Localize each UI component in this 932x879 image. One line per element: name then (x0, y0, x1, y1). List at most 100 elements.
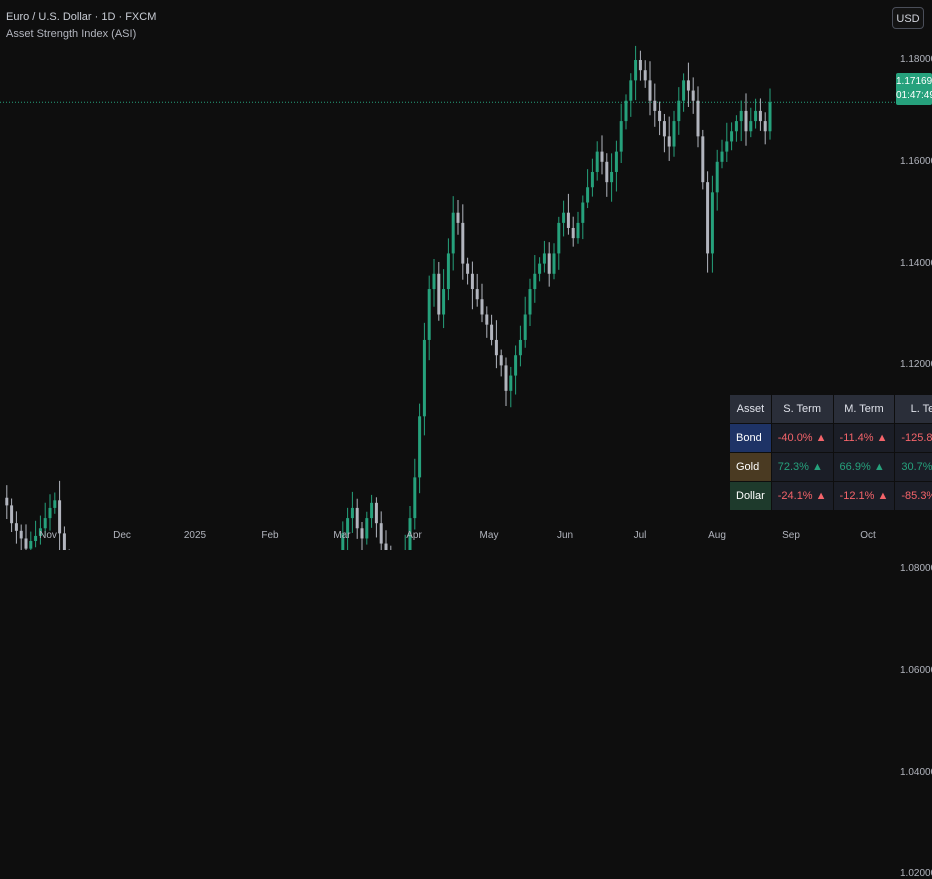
candle-body (494, 339, 498, 356)
candle-body (763, 121, 767, 132)
bond-long-term: -125.8% ▼ (895, 424, 932, 452)
candle-body (610, 171, 614, 183)
candle-body (413, 477, 417, 519)
time-tick: Nov (39, 530, 57, 541)
candle-body (523, 314, 527, 340)
candle-body (43, 518, 47, 529)
header-short-term: S. Term (771, 395, 833, 423)
price-tick: 1.18000 (900, 54, 932, 65)
indicator-title[interactable]: Asset Strength Index (ASI) (6, 28, 137, 40)
time-tick: Jul (633, 530, 647, 541)
asi-row-gold: Gold 72.3% ▲ 66.9% ▲ 30.7% ▲ (730, 453, 932, 481)
candle-body (418, 416, 422, 478)
time-tick: Apr (406, 530, 422, 541)
time-tick: Jun (556, 530, 574, 541)
candle-body (624, 100, 628, 122)
candle-body (710, 192, 714, 254)
currency-button[interactable]: USD (892, 7, 924, 29)
time-tick: Oct (860, 530, 876, 541)
header-medium-term: M. Term (833, 395, 895, 423)
candle-body (451, 212, 455, 254)
bond-s-arrow-icon: ▲ (815, 432, 827, 444)
candle-body (730, 131, 734, 142)
candle-body (576, 222, 580, 239)
candle-body (691, 90, 695, 101)
candle-body (475, 289, 479, 300)
candle-body (509, 375, 513, 391)
candle-body (19, 530, 23, 539)
candle-body (365, 518, 369, 539)
candle-body (614, 151, 618, 172)
candle-body (470, 273, 474, 290)
candle-body (504, 365, 508, 391)
symbol-title[interactable]: Euro / U.S. Dollar · 1D · FXCM (6, 11, 157, 23)
candle-body (754, 110, 758, 122)
candle-body (5, 497, 9, 506)
candle-body (408, 518, 412, 550)
countdown-timer: 01:47:49 (896, 90, 932, 101)
candle-body (662, 121, 666, 137)
candle-body (14, 523, 18, 531)
asset-dollar: Dollar (730, 482, 771, 510)
price-tick: 1.12000 (900, 359, 932, 371)
candle-body (586, 187, 590, 203)
candle-body (466, 263, 470, 274)
candle-body (595, 151, 599, 172)
candle-body (682, 80, 686, 101)
candles-group (5, 45, 772, 550)
price-chart[interactable] (0, 0, 932, 550)
candle-body (590, 171, 594, 188)
candle-body (533, 273, 537, 290)
candle-body (461, 222, 465, 264)
candle-body (48, 507, 52, 519)
candle-body (566, 212, 570, 228)
header-long-term: L. Term (895, 395, 932, 423)
dollar-short-term: -24.1% ▲ (771, 482, 833, 510)
last-price-label: 1.17169 01:47:49 (896, 73, 932, 105)
candle-body (346, 518, 350, 534)
time-tick: Feb (261, 530, 279, 541)
candle-body (653, 100, 657, 111)
candle-body (379, 523, 383, 544)
candle-body (734, 121, 738, 132)
candle-body (10, 505, 14, 524)
candle-body (634, 60, 638, 81)
candle-body (370, 502, 374, 519)
asi-table: Asset S. Term M. Term L. Term Bond -40.0… (729, 394, 932, 511)
candle-body (34, 535, 38, 542)
candle-body (667, 136, 671, 147)
candle-body (360, 528, 364, 539)
candle-body (701, 136, 705, 183)
bond-medium-term: -11.4% ▲ (833, 424, 895, 452)
candle-body (355, 507, 359, 529)
candle-body (605, 161, 609, 183)
gold-m-arrow-icon: ▲ (873, 461, 885, 473)
dollar-s-arrow-icon: ▲ (815, 490, 827, 502)
candle-body (547, 253, 551, 274)
time-tick: Sep (782, 530, 800, 541)
candle-body (677, 100, 681, 122)
candle-body (696, 100, 700, 137)
candle-body (427, 289, 431, 340)
gold-s-arrow-icon: ▲ (812, 461, 823, 473)
candle-body (629, 80, 633, 101)
candle-body (490, 324, 494, 340)
asset-gold: Gold (730, 453, 771, 481)
candle-body (384, 543, 388, 550)
candle-body (350, 507, 354, 519)
candle-body (571, 227, 575, 239)
price-tick: 1.02000 (900, 868, 932, 879)
candle-body (518, 339, 522, 356)
price-tick: 1.08000 (900, 563, 932, 574)
price-tick: 1.04000 (900, 766, 932, 778)
price-tick: 1.14000 (900, 257, 932, 269)
candle-body (58, 500, 62, 534)
time-tick: Dec (113, 530, 131, 541)
candle-body (432, 273, 436, 290)
gold-short-term: 72.3% ▲ (771, 453, 833, 481)
candle-body (638, 60, 642, 71)
candle-body (739, 110, 743, 122)
candle-body (600, 151, 604, 162)
price-tick: 1.16000 (900, 155, 932, 167)
asi-header-row: Asset S. Term M. Term L. Term (730, 395, 932, 423)
